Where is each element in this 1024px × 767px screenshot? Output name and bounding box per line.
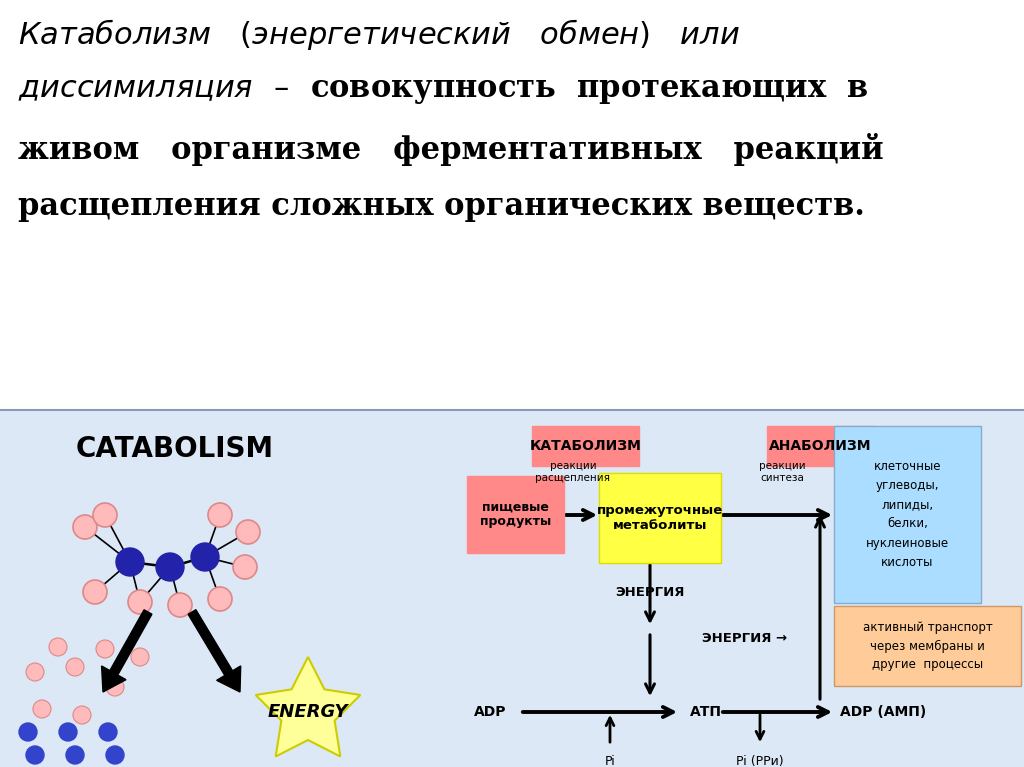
Text: расщепления сложных органических веществ.: расщепления сложных органических веществ… <box>18 191 865 222</box>
Circle shape <box>66 658 84 676</box>
FancyBboxPatch shape <box>599 473 721 563</box>
Circle shape <box>26 663 44 681</box>
Circle shape <box>73 515 97 539</box>
Text: ЭНЕРГИЯ: ЭНЕРГИЯ <box>615 585 685 598</box>
Text: реакции
расщепления: реакции расщепления <box>536 461 610 482</box>
Text: CATABOLISM: CATABOLISM <box>76 435 274 463</box>
Text: ADP: ADP <box>474 705 506 719</box>
Circle shape <box>191 543 219 571</box>
Circle shape <box>26 746 44 764</box>
Text: ENERGY: ENERGY <box>267 703 348 721</box>
Circle shape <box>19 723 37 741</box>
Circle shape <box>96 640 114 658</box>
Text: клеточные
углеводы,
липиды,
белки,
нуклеиновые
кислоты: клеточные углеводы, липиды, белки, нукле… <box>866 460 949 568</box>
Text: АТП: АТП <box>690 705 722 719</box>
Text: ЭНЕРГИЯ →: ЭНЕРГИЯ → <box>702 633 787 646</box>
Circle shape <box>208 503 232 527</box>
FancyBboxPatch shape <box>834 426 981 603</box>
Text: Pi: Pi <box>604 755 615 767</box>
FancyBboxPatch shape <box>767 426 874 466</box>
FancyArrow shape <box>101 610 152 692</box>
Text: живом   организме   ферментативных   реакций: живом организме ферментативных реакций <box>18 133 884 166</box>
Text: Pi (PPи): Pi (PPи) <box>736 755 783 767</box>
Circle shape <box>236 520 260 544</box>
Text: АНАБОЛИЗМ: АНАБОЛИЗМ <box>769 439 871 453</box>
Text: $\mathbf{\mathit{диссимиляция}}$  $\bf{–}$  совокупность  протекающих  в: $\mathbf{\mathit{диссимиляция}}$ $\bf{–}… <box>18 75 868 106</box>
Circle shape <box>131 648 150 666</box>
Text: промежуточные
метаболиты: промежуточные метаболиты <box>597 504 723 532</box>
Polygon shape <box>256 657 360 756</box>
FancyBboxPatch shape <box>834 606 1021 686</box>
Circle shape <box>233 555 257 579</box>
Circle shape <box>208 587 232 611</box>
FancyBboxPatch shape <box>532 426 639 466</box>
Circle shape <box>73 706 91 724</box>
Text: ADP (АМП): ADP (АМП) <box>840 705 927 719</box>
Text: реакции
синтеза: реакции синтеза <box>759 461 805 482</box>
Circle shape <box>106 746 124 764</box>
FancyBboxPatch shape <box>467 476 564 553</box>
Text: КАТАБОЛИЗМ: КАТАБОЛИЗМ <box>529 439 641 453</box>
Circle shape <box>106 678 124 696</box>
Text: $\mathbf{\mathit{Катаболизм}}$   $\mathbf{\mathit{(энергетический}}$   $\mathbf{: $\mathbf{\mathit{Катаболизм}}$ $\mathbf{… <box>18 17 740 52</box>
Circle shape <box>168 593 193 617</box>
Circle shape <box>83 580 106 604</box>
Circle shape <box>33 700 51 718</box>
Circle shape <box>128 590 152 614</box>
Circle shape <box>156 553 184 581</box>
FancyBboxPatch shape <box>0 410 1024 767</box>
Circle shape <box>66 746 84 764</box>
Circle shape <box>93 503 117 527</box>
Circle shape <box>116 548 144 576</box>
Circle shape <box>59 723 77 741</box>
Text: пищевые
продукты: пищевые продукты <box>480 501 551 528</box>
FancyArrow shape <box>188 610 241 692</box>
Text: активный транспорт
через мембраны и
другие  процессы: активный транспорт через мембраны и друг… <box>862 621 992 670</box>
Circle shape <box>99 723 117 741</box>
Circle shape <box>49 638 67 656</box>
